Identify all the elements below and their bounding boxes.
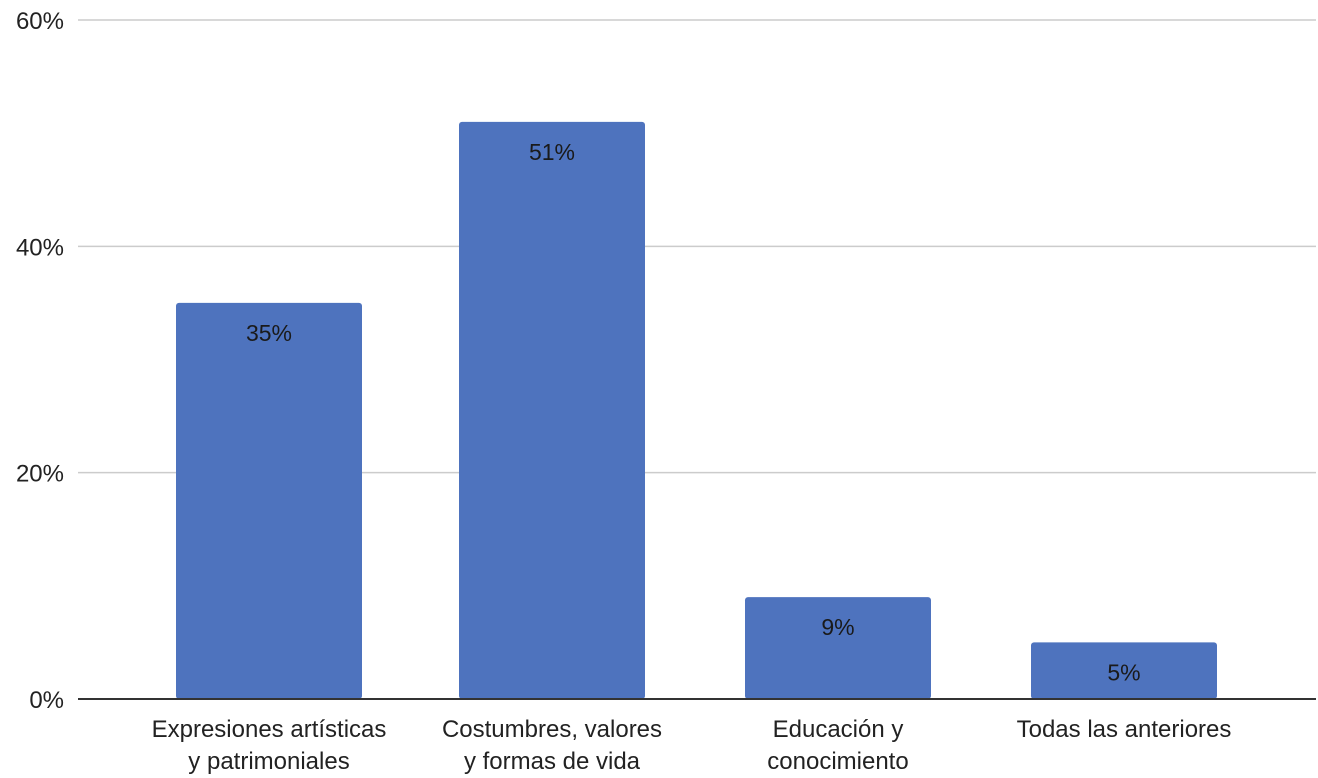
bar [459,121,645,700]
bar-data-label: 35% [246,320,292,346]
bar-data-label: 5% [1107,659,1140,685]
x-category-label: Todas las anteriores [1017,716,1232,743]
x-category-label: Educación y conocimiento [767,716,908,775]
bar [1031,642,1217,699]
y-axis-tick-labels: 0% 20% 40% 60% [16,8,64,714]
bar-data-label: 9% [821,614,854,640]
data-labels: 35% 51% 9% 5% [246,139,1141,686]
bar-data-label: 51% [529,139,575,165]
y-tick-label: 60% [16,8,64,35]
x-category-label: Expresiones artísticas y patrimoniales [152,716,387,775]
x-axis-category-labels: Expresiones artísticas y patrimoniales Cos… [152,716,1232,775]
bar [176,302,362,699]
y-tick-label: 20% [16,461,64,488]
bar [745,597,931,699]
bars [176,121,1217,700]
y-tick-label: 0% [29,687,64,714]
x-category-label: Costumbres, valores y formas de vida [442,716,662,775]
y-tick-label: 40% [16,234,64,261]
